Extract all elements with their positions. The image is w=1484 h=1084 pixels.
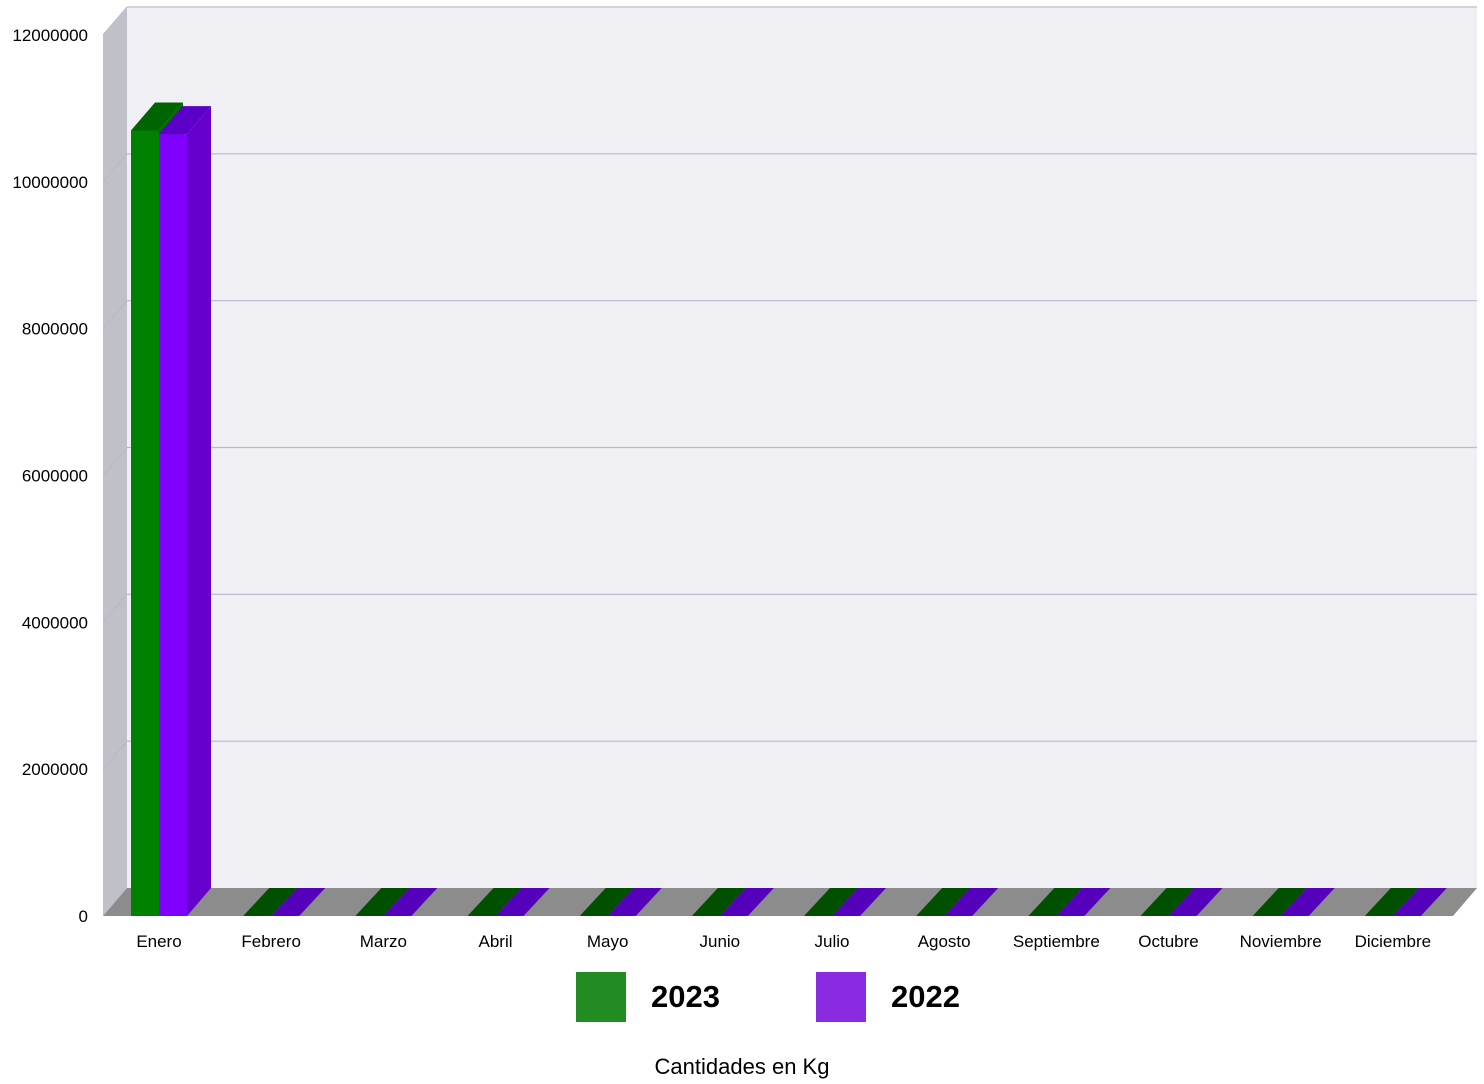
bar-abril-2023: [467, 888, 522, 916]
bar-top: [1280, 888, 1335, 916]
legend-item-series-2: 2022: [816, 972, 960, 1022]
bar-top: [1140, 888, 1195, 916]
bar-julio-2022: [832, 888, 886, 916]
bar-top: [131, 102, 183, 131]
bar-top: [383, 888, 438, 916]
bar-enero-2022: [159, 106, 211, 917]
bar-septiembre-2022: [1056, 888, 1111, 916]
legend-label-series-2: 2022: [891, 979, 960, 1014]
legend-swatch-series-2: [816, 972, 866, 1022]
y-tick-label: 2000000: [22, 760, 88, 779]
bar-top: [916, 888, 971, 916]
bar-agosto-2023: [916, 888, 971, 916]
bar-top: [579, 888, 634, 916]
gridline-depth: [102, 153, 128, 183]
gridlines: [102, 6, 1477, 770]
bar-front: [159, 134, 187, 917]
y-tick-label: 8000000: [22, 320, 88, 339]
bar-top: [271, 888, 326, 916]
bars: [131, 102, 1447, 917]
bar-top: [804, 888, 858, 916]
x-axis-labels: Enero Febrero Marzo Abril Mayo Junio Julio Agos…: [136, 932, 1431, 951]
bar-top: [1168, 888, 1223, 916]
bar-top: [467, 888, 522, 916]
bar-top: [495, 888, 550, 916]
chart-floor: [103, 888, 1477, 916]
bar-top: [1364, 888, 1419, 916]
bar-mayo-2022: [607, 888, 662, 916]
bar-julio-2023: [804, 888, 858, 916]
y-tick-label: 0: [79, 907, 88, 926]
bar-mayo-2023: [579, 888, 634, 916]
x-tick-label: Febrero: [241, 932, 301, 951]
x-tick-label: Mayo: [587, 932, 629, 951]
gridline-depth: [102, 447, 128, 476]
y-axis-ticks: 0 2000000 4000000 6000000 8000000 10000000 120…: [12, 26, 88, 926]
bar-top: [944, 888, 999, 916]
bar-top: [1028, 888, 1083, 916]
bar-top: [1252, 888, 1307, 916]
bar-septiembre-2023: [1028, 888, 1083, 916]
y-tick-label: 4000000: [22, 613, 88, 632]
bar-top: [1392, 888, 1447, 916]
bar-noviembre-2022: [1280, 888, 1335, 916]
gridline-depth: [102, 6, 128, 36]
bar-top: [719, 888, 774, 916]
bar-top: [243, 888, 298, 916]
bar-top: [1056, 888, 1111, 916]
x-tick-label: Septiembre: [1013, 932, 1100, 951]
x-axis-title: Cantidades en Kg: [654, 1054, 830, 1079]
x-tick-label: Agosto: [918, 932, 971, 951]
bar-marzo-2023: [355, 888, 410, 916]
bar-noviembre-2023: [1252, 888, 1307, 916]
bar-junio-2022: [719, 888, 774, 916]
bar-agosto-2022: [944, 888, 999, 916]
bar-febrero-2022: [271, 888, 326, 916]
legend: 2023 2022: [0, 972, 1484, 1024]
bar-top: [607, 888, 662, 916]
bar-top: [355, 888, 410, 916]
x-tick-label: Julio: [815, 932, 850, 951]
bar-side: [187, 106, 211, 917]
bar-chart: 0 2000000 4000000 6000000 8000000 10000000 120…: [12, 6, 1477, 951]
x-tick-label: Abril: [478, 932, 512, 951]
bar-abril-2022: [495, 888, 550, 916]
bar-febrero-2023: [243, 888, 298, 916]
y-tick-label: 12000000: [12, 26, 88, 45]
gridline-depth: [102, 300, 128, 329]
gridline-depth: [102, 740, 128, 770]
x-tick-label: Marzo: [360, 932, 407, 951]
bar-top: [832, 888, 886, 916]
y-tick-label: 6000000: [22, 467, 88, 486]
legend-label-series-1: 2023: [651, 979, 720, 1014]
x-tick-label: Diciembre: [1355, 932, 1432, 951]
legend-swatch-series-1: [576, 972, 626, 1022]
bar-octubre-2023: [1140, 888, 1195, 916]
x-tick-label: Noviembre: [1240, 932, 1322, 951]
y-tick-label: 10000000: [12, 173, 88, 192]
x-tick-label: Octubre: [1138, 932, 1198, 951]
bar-junio-2023: [691, 888, 746, 916]
bar-diciembre-2022: [1392, 888, 1447, 916]
bar-top: [159, 106, 211, 135]
legend-item-series-1: 2023: [576, 972, 720, 1022]
x-tick-label: Junio: [700, 932, 741, 951]
bar-diciembre-2023: [1364, 888, 1419, 916]
gridline-depth: [102, 594, 128, 623]
bar-octubre-2022: [1168, 888, 1223, 916]
bar-top: [691, 888, 746, 916]
bar-marzo-2022: [383, 888, 438, 916]
x-tick-label: Enero: [136, 932, 181, 951]
bar-front: [131, 130, 159, 917]
